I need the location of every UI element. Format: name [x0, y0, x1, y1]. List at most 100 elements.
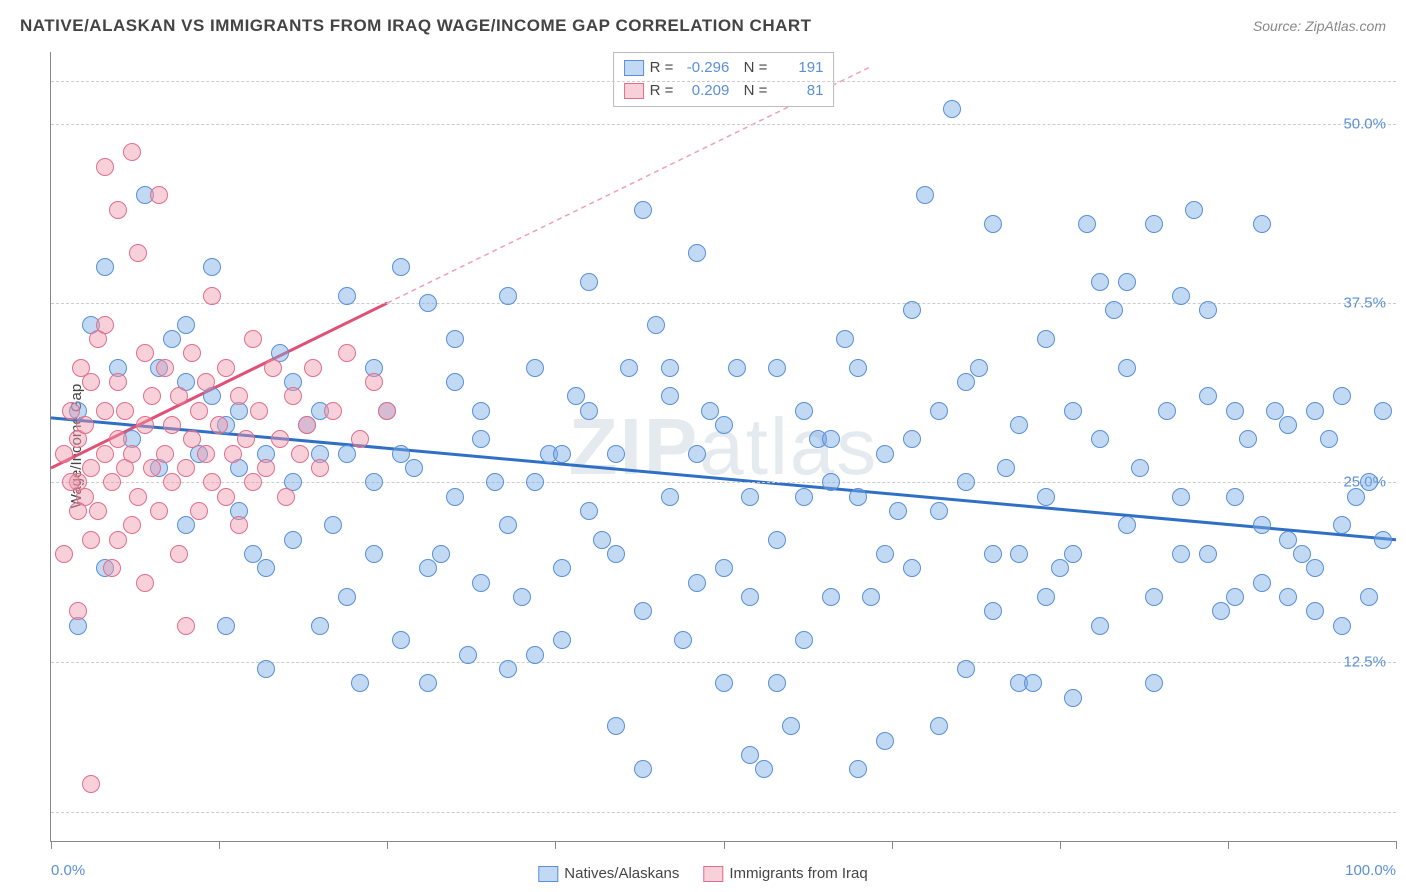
data-point [163, 416, 181, 434]
data-point [1078, 215, 1096, 233]
data-point [419, 674, 437, 692]
data-point [499, 660, 517, 678]
data-point [1172, 545, 1190, 563]
data-point [1172, 488, 1190, 506]
data-point [688, 244, 706, 262]
data-point [1172, 287, 1190, 305]
data-point [486, 473, 504, 491]
data-point [1374, 531, 1392, 549]
data-point [1360, 473, 1378, 491]
data-point [903, 559, 921, 577]
data-point [1118, 273, 1136, 291]
data-point [217, 617, 235, 635]
data-point [324, 402, 342, 420]
data-point [224, 445, 242, 463]
plot-area: ZIPatlas R = -0.296 N = 191 R = 0.209 N … [50, 52, 1396, 842]
data-point [1266, 402, 1284, 420]
data-point [822, 430, 840, 448]
n-label: N = [735, 80, 767, 103]
data-point [150, 502, 168, 520]
data-point [129, 488, 147, 506]
data-point [109, 373, 127, 391]
data-point [170, 387, 188, 405]
data-point [1306, 402, 1324, 420]
data-point [1010, 416, 1028, 434]
data-point [244, 473, 262, 491]
data-point [324, 516, 342, 534]
data-point [661, 488, 679, 506]
data-point [163, 330, 181, 348]
data-point [1253, 574, 1271, 592]
data-point [741, 588, 759, 606]
r-label: R = [650, 80, 674, 103]
data-point [378, 402, 396, 420]
data-point [836, 330, 854, 348]
data-point [472, 430, 490, 448]
data-point [69, 602, 87, 620]
data-point [580, 273, 598, 291]
data-point [365, 373, 383, 391]
data-point [876, 732, 894, 750]
data-point [1279, 588, 1297, 606]
n-value-blue: 191 [773, 57, 823, 80]
data-point [284, 387, 302, 405]
data-point [257, 660, 275, 678]
data-point [338, 287, 356, 305]
data-point [351, 430, 369, 448]
data-point [230, 387, 248, 405]
data-point [237, 430, 255, 448]
data-point [513, 588, 531, 606]
data-point [1091, 273, 1109, 291]
n-value-pink: 81 [773, 80, 823, 103]
r-value-blue: -0.296 [679, 57, 729, 80]
data-point [741, 746, 759, 764]
data-point [264, 359, 282, 377]
data-point [1199, 301, 1217, 319]
data-point [136, 344, 154, 362]
x-tick [1228, 841, 1229, 849]
data-point [446, 330, 464, 348]
data-point [634, 201, 652, 219]
data-point [183, 344, 201, 362]
data-point [96, 316, 114, 334]
data-point [1293, 545, 1311, 563]
data-point [459, 646, 477, 664]
x-tick [1060, 841, 1061, 849]
data-point [163, 473, 181, 491]
data-point [862, 588, 880, 606]
data-point [82, 531, 100, 549]
data-point [499, 516, 517, 534]
data-point [210, 416, 228, 434]
data-point [472, 574, 490, 592]
stats-legend: R = -0.296 N = 191 R = 0.209 N = 81 [613, 52, 835, 107]
data-point [620, 359, 638, 377]
data-point [607, 717, 625, 735]
data-point [365, 545, 383, 563]
data-point [69, 502, 87, 520]
data-point [795, 402, 813, 420]
y-tick-label: 37.5% [1343, 295, 1386, 312]
data-point [284, 531, 302, 549]
data-point [768, 531, 786, 549]
data-point [55, 445, 73, 463]
gridline-h [51, 812, 1396, 813]
data-point [136, 416, 154, 434]
data-point [647, 316, 665, 334]
data-point [553, 445, 571, 463]
gridline-h [51, 662, 1396, 663]
data-point [580, 402, 598, 420]
data-point [661, 387, 679, 405]
data-point [930, 402, 948, 420]
data-point [795, 488, 813, 506]
data-point [930, 717, 948, 735]
data-point [170, 545, 188, 563]
chart-title: NATIVE/ALASKAN VS IMMIGRANTS FROM IRAQ W… [20, 16, 812, 36]
data-point [311, 459, 329, 477]
data-point [1239, 430, 1257, 448]
data-point [755, 760, 773, 778]
data-point [661, 359, 679, 377]
data-point [203, 287, 221, 305]
data-point [930, 502, 948, 520]
data-point [1091, 430, 1109, 448]
data-point [446, 488, 464, 506]
